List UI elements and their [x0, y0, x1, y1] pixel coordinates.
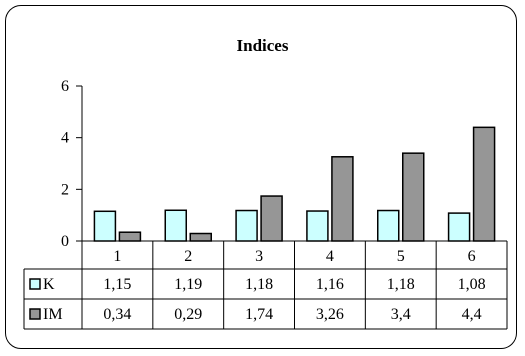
data-table-value: 0,34 — [103, 306, 131, 323]
legend-key-im — [29, 308, 41, 320]
y-tick-label: 2 — [61, 181, 69, 198]
data-table-value: 1,16 — [316, 276, 344, 293]
data-table-value: 4,4 — [462, 306, 482, 323]
bar-im-2 — [189, 232, 212, 242]
category-label: 2 — [184, 248, 192, 265]
bar-k-3 — [235, 209, 258, 242]
data-table-value: 0,29 — [174, 306, 202, 323]
data-table-value: 1,74 — [245, 306, 273, 323]
bar-k-6 — [447, 212, 471, 242]
legend-key-k — [29, 278, 41, 290]
data-table-value: 1,18 — [387, 276, 415, 293]
data-table-value: 3,4 — [391, 306, 411, 323]
data-table-value: 1,15 — [103, 276, 131, 293]
bar-k-4 — [306, 210, 329, 242]
chart-title: Indices — [236, 36, 289, 55]
data-table-value: 1,19 — [174, 276, 202, 293]
category-label: 6 — [468, 248, 476, 265]
category-label: 4 — [326, 248, 334, 265]
series-name-im: IM — [43, 306, 63, 323]
bar-im-6 — [472, 126, 496, 242]
category-label: 5 — [397, 248, 405, 265]
category-label: 1 — [113, 248, 121, 265]
data-table-value: 1,18 — [245, 276, 273, 293]
bar-k-5 — [377, 209, 400, 242]
data-table-value: 1,08 — [458, 276, 486, 293]
bar-k-1 — [93, 210, 117, 242]
bar-im-4 — [331, 156, 354, 242]
y-tick-label: 4 — [61, 130, 69, 147]
chart-frame — [5, 5, 517, 349]
data-table-value: 3,26 — [316, 306, 344, 323]
y-tick-label: 6 — [61, 78, 69, 95]
bar-im-3 — [260, 195, 283, 242]
bar-k-2 — [164, 209, 187, 242]
category-label: 3 — [255, 248, 263, 265]
y-tick-label: 0 — [61, 233, 69, 250]
series-name-k: K — [43, 276, 55, 293]
bar-im-5 — [402, 152, 425, 242]
bar-im-1 — [118, 231, 142, 242]
